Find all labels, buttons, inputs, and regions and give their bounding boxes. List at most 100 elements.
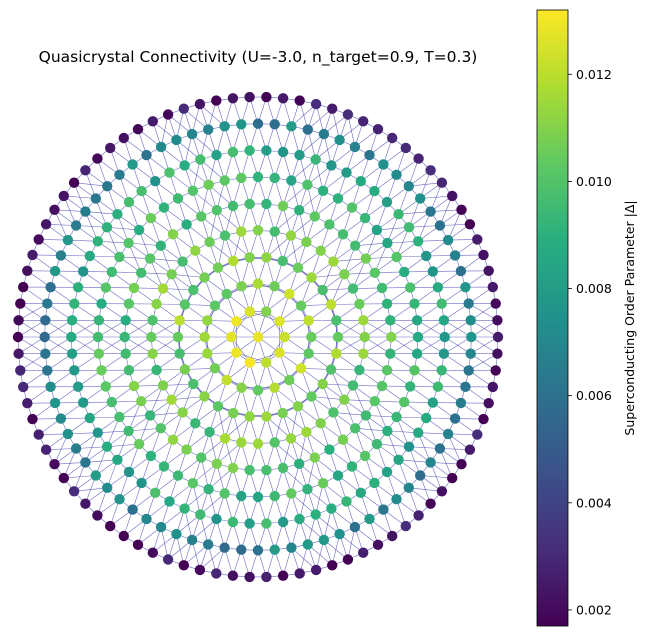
lattice-node: [399, 396, 410, 408]
lattice-node: [228, 407, 239, 419]
lattice-edge: [217, 406, 226, 439]
lattice-node: [203, 484, 214, 495]
lattice-node: [118, 530, 129, 542]
lattice-node: [204, 236, 215, 248]
lattice-node: [358, 348, 369, 359]
lattice-node: [84, 412, 96, 424]
lattice-node: [231, 316, 242, 327]
lattice-node: [15, 365, 26, 376]
lattice-node: [188, 378, 199, 390]
lattice-node: [66, 348, 78, 359]
lattice-node: [40, 348, 51, 359]
lattice-edge: [470, 336, 499, 354]
lattice-node: [302, 179, 313, 190]
lattice-node: [277, 255, 288, 267]
lattice-node: [171, 528, 182, 540]
lattice-node: [286, 175, 297, 186]
lattice-node: [166, 394, 177, 405]
lattice-node: [202, 315, 213, 326]
lattice-node: [120, 315, 131, 326]
lattice-node: [33, 429, 44, 440]
lattice-node: [211, 95, 222, 106]
lattice-node: [128, 282, 140, 294]
lattice-node: [332, 331, 344, 343]
lattice-node: [146, 331, 157, 343]
lattice-node: [72, 381, 84, 392]
lattice-node: [303, 315, 314, 326]
lattice-node: [209, 363, 221, 374]
lattice-node: [101, 222, 113, 233]
lattice-node: [164, 167, 175, 178]
lattice-node: [55, 250, 67, 261]
lattice-edge: [315, 159, 324, 191]
lattice-edge: [183, 108, 209, 130]
colorbar: 0.002 0.004 0.006 0.008 0.010 0.012 Supercond…: [536, 9, 637, 627]
lattice-node: [123, 365, 135, 376]
lattice-edge: [408, 487, 442, 492]
lattice-node: [118, 132, 129, 144]
lattice-node: [157, 380, 169, 391]
lattice-node: [269, 382, 280, 393]
lattice-node: [371, 438, 383, 450]
lattice-node: [449, 413, 461, 424]
lattice-node: [382, 237, 393, 249]
lattice-node: [42, 298, 53, 309]
lattice-node: [306, 272, 317, 283]
lattice-node: [436, 365, 447, 376]
lattice-node: [332, 193, 344, 204]
lattice-node: [93, 348, 105, 359]
lattice-node: [403, 441, 415, 452]
lattice-node: [465, 315, 476, 326]
lattice-node: [195, 154, 206, 165]
lattice-edge: [417, 211, 431, 242]
lattice-node: [187, 478, 199, 489]
lattice-node: [27, 249, 38, 261]
lattice-node: [100, 282, 112, 293]
lattice-node: [49, 397, 61, 409]
lattice-edge: [333, 412, 366, 416]
lattice-node: [62, 234, 74, 246]
lattice-edge: [363, 336, 392, 354]
lattice-node: [244, 306, 255, 317]
lattice-node: [360, 410, 372, 421]
lattice-node: [342, 109, 354, 120]
lattice-node: [147, 315, 158, 326]
lattice-edge: [376, 443, 410, 447]
lattice-edge: [311, 396, 345, 400]
lattice-node: [236, 544, 247, 555]
lattice-edge: [191, 133, 217, 156]
lattice-node: [358, 315, 369, 326]
lattice-node: [133, 438, 145, 450]
lattice-node: [227, 200, 239, 212]
lattice-node: [385, 348, 396, 359]
lattice-node: [69, 298, 80, 309]
lattice-node: [150, 487, 161, 498]
lattice-node: [483, 398, 494, 409]
lattice-node: [277, 146, 289, 158]
lattice-node: [350, 240, 361, 251]
lattice-node: [49, 265, 61, 277]
lattice-node: [13, 348, 24, 359]
lattice-node: [119, 331, 130, 343]
lattice-node: [236, 226, 247, 237]
lattice-node: [80, 165, 91, 176]
lattice-node: [92, 331, 104, 343]
lattice-node: [203, 539, 214, 550]
lattice-node: [18, 281, 29, 293]
lattice-node: [381, 196, 393, 208]
lattice-node: [411, 315, 423, 326]
lattice-node: [39, 331, 50, 343]
lattice-node: [150, 176, 161, 187]
lattice-node: [155, 141, 167, 153]
lattice-node: [123, 425, 134, 437]
lattice-node: [399, 266, 410, 278]
lattice-edge: [200, 159, 225, 181]
lattice-node: [132, 124, 144, 135]
lattice-node: [413, 427, 424, 438]
lattice-node: [227, 93, 239, 104]
lattice-node: [391, 411, 402, 423]
lattice-node: [244, 518, 255, 529]
lattice-edge: [171, 274, 205, 278]
lattice-node: [358, 116, 369, 127]
